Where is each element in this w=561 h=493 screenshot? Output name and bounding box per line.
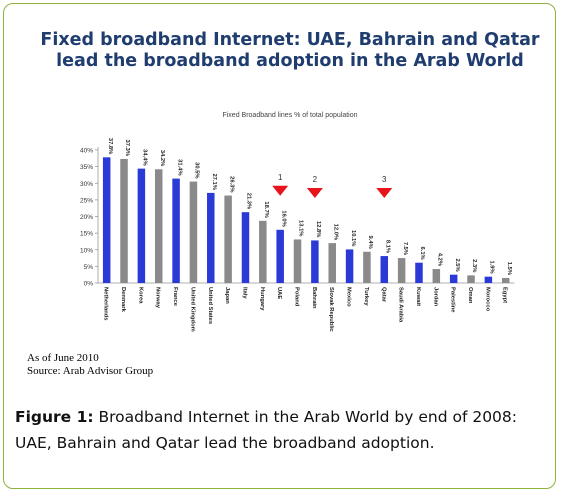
category-label: Oman — [467, 287, 473, 304]
bars-group: 37.8%Netherlands37.3%Denmark34.4%Korea34… — [103, 138, 512, 333]
y-tick-label: 10% — [80, 247, 93, 254]
bar-value-label: 7.5% — [402, 242, 408, 255]
bar — [345, 249, 354, 283]
bar — [207, 192, 215, 283]
y-tick-label: 30% — [80, 181, 93, 188]
bar-value-label: 4.2% — [437, 253, 443, 266]
bar — [449, 274, 458, 283]
category-label: Japan — [224, 287, 230, 304]
bar-value-label: 1.9% — [489, 260, 495, 273]
category-label: Kuwait — [415, 287, 421, 306]
figure-caption: Figure 1: Broadband Internet in the Arab… — [15, 404, 545, 456]
bar — [137, 168, 146, 283]
bar — [259, 220, 267, 283]
y-tick-label: 20% — [80, 214, 93, 221]
category-label: Denmark — [120, 287, 126, 313]
bar — [241, 212, 250, 283]
bar-value-label: 37.8% — [107, 138, 113, 154]
category-label: Korea — [137, 287, 143, 304]
caption-text: Broadband Internet in the Arab World by … — [15, 408, 517, 452]
category-label: Saudi Arabia — [398, 287, 404, 323]
category-label: Egypt — [502, 287, 508, 303]
category-label: Turkey — [363, 287, 369, 306]
bar — [501, 278, 510, 283]
y-tick-label: 40% — [80, 148, 93, 155]
bar-value-label: 34.4% — [142, 149, 148, 165]
chart-notes: As of June 2010 Source: Arab Advisor Gro… — [27, 352, 153, 378]
bar — [363, 251, 371, 283]
bar — [172, 178, 180, 283]
category-label: Hungary — [259, 287, 265, 311]
bar-value-label: 1.5% — [506, 262, 512, 275]
category-label: Italy — [241, 287, 247, 299]
bar — [397, 258, 406, 283]
bar-value-label: 2.5% — [454, 258, 460, 271]
y-tick-label: 35% — [80, 164, 93, 171]
bar — [311, 240, 319, 283]
y-tick-label: 0% — [84, 281, 94, 288]
caption-label: Figure 1: — [15, 408, 94, 426]
bar — [189, 181, 198, 283]
bar — [467, 275, 475, 283]
category-label: Poland — [294, 287, 300, 307]
bar — [276, 229, 284, 283]
bar-value-label: 34.2% — [159, 150, 165, 166]
bar-value-label: 31.4% — [176, 159, 182, 175]
category-label: Slovak Republic — [328, 287, 334, 333]
highlight-arrow — [376, 188, 393, 198]
bar-value-label: 27.1% — [211, 173, 217, 189]
category-label: United Kingdom — [189, 287, 195, 332]
bar-value-label: 21.3% — [246, 193, 252, 209]
highlight-number: 1 — [278, 173, 283, 182]
bar-value-label: 10.1% — [350, 230, 356, 246]
category-label: Bahrain — [311, 287, 317, 309]
category-label: Palestine — [450, 287, 456, 313]
highlight-arrow — [306, 188, 323, 198]
bar-value-label: 37.3% — [124, 140, 130, 156]
bar-value-label: 30.5% — [194, 162, 200, 178]
bar — [224, 195, 232, 283]
bar-value-label: 2.3% — [471, 259, 477, 272]
y-tick-label: 15% — [80, 231, 93, 238]
bar-value-label: 9.4% — [367, 236, 373, 249]
source-note: Source: Arab Advisor Group — [27, 365, 154, 377]
bar-value-label: 26.3% — [228, 176, 234, 192]
chart-title: Fixed broadband Internet: UAE, Bahrain a… — [40, 30, 540, 71]
bar-value-label: 12.0% — [332, 224, 338, 240]
bar — [380, 256, 389, 283]
bar-value-label: 6.1% — [419, 246, 425, 259]
highlight-markers: 1 2 3 — [272, 173, 393, 198]
category-label: Norway — [155, 287, 161, 309]
bar — [120, 158, 128, 283]
category-label: Netherlands — [103, 287, 109, 321]
highlight-number: 3 — [382, 175, 387, 184]
bar-value-label: 16.0% — [280, 210, 286, 226]
highlight-arrow — [272, 185, 289, 196]
category-label: Morocco — [484, 287, 490, 312]
category-label: Mexico — [346, 287, 352, 307]
y-tick-label: 5% — [84, 264, 94, 271]
bar — [293, 239, 302, 283]
bar — [154, 169, 163, 283]
bar — [328, 243, 336, 283]
y-axis: 0% 5% 10% 15% 20% 25% 30% 35% 40% — [80, 147, 515, 288]
chart-subtitle: Fixed Broadband lines % of total populat… — [222, 112, 357, 119]
bar-value-label: 18.7% — [263, 201, 269, 217]
as-of-note: As of June 2010 — [27, 352, 99, 364]
category-label: Jordan — [432, 287, 438, 307]
bar-value-label: 13.1% — [298, 220, 304, 236]
bar — [484, 276, 493, 283]
bar — [432, 269, 441, 283]
y-tick-label: 25% — [80, 197, 93, 204]
bar — [415, 262, 423, 283]
bar — [102, 157, 111, 283]
category-label: Qatar — [380, 287, 386, 303]
bar-value-label: 8.1% — [384, 240, 390, 253]
highlight-number: 2 — [313, 175, 318, 184]
category-label: UAE — [276, 287, 282, 299]
bar-value-label: 12.8% — [315, 221, 321, 237]
category-label: France — [172, 287, 178, 307]
category-label: United States — [207, 287, 213, 324]
